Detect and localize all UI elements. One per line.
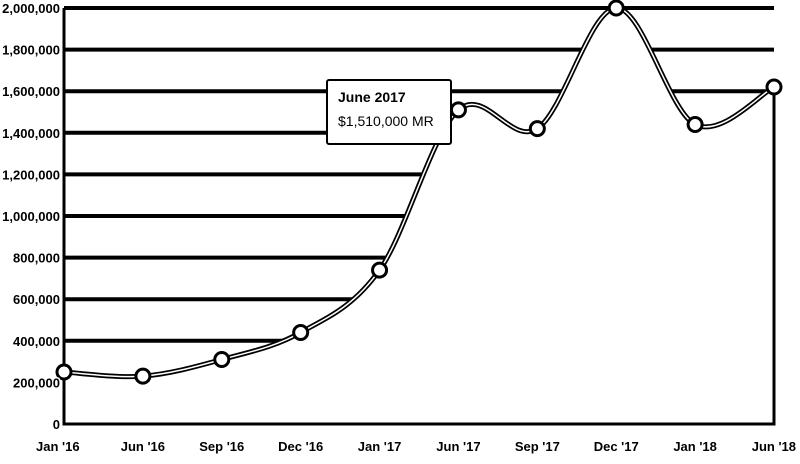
data-point[interactable] [528, 120, 546, 138]
data-point[interactable] [55, 363, 73, 381]
x-tick-label: Jan '17 [358, 439, 402, 454]
x-tick-label: Sep '16 [199, 439, 244, 454]
y-tick-label: 1,000,000 [2, 209, 60, 224]
y-tick-label: 1,800,000 [2, 43, 60, 58]
data-point[interactable] [686, 115, 704, 133]
data-points [55, 0, 783, 385]
y-tick-label: 0 [53, 417, 60, 432]
y-tick-label: 400,000 [13, 334, 60, 349]
y-tick-label: 1,600,000 [2, 84, 60, 99]
data-point[interactable] [292, 323, 310, 341]
x-tick-label: Jun '17 [436, 439, 480, 454]
x-tick-label: Dec '16 [278, 439, 323, 454]
x-tick-label: Jun '16 [121, 439, 165, 454]
y-tick-label: 1,400,000 [2, 126, 60, 141]
data-point[interactable] [607, 0, 625, 17]
x-tick-label: Dec '17 [594, 439, 639, 454]
x-tick-label: Jan '16 [36, 439, 80, 454]
x-axis-ticks: Jan '16 Jun '16 Sep '16 Dec '16 Jan '17 Jun '… [35, 438, 798, 456]
data-point[interactable] [449, 101, 467, 119]
tooltip: June 2017 $1,510,000 MR [326, 79, 452, 145]
tooltip-value: $1,510,000 MR [338, 113, 434, 129]
y-tick-label: 800,000 [13, 251, 60, 266]
y-tick-label: 2,000,000 [2, 1, 60, 16]
tooltip-title: June 2017 [338, 89, 406, 105]
data-point[interactable] [213, 351, 231, 369]
y-tick-label: 1,200,000 [2, 167, 60, 182]
y-axis-ticks: 0 200,000 400,000 600,000 800,000 1,000,000 1,… [1, 0, 62, 434]
y-tick-label: 600,000 [13, 292, 60, 307]
x-tick-label: Jun '18 [752, 439, 796, 454]
y-tick-label: 200,000 [13, 375, 60, 390]
data-point[interactable] [134, 367, 152, 385]
tooltip-box [326, 79, 452, 145]
data-point[interactable] [765, 78, 783, 96]
x-tick-label: Jan '18 [673, 439, 717, 454]
x-tick-label: Sep '17 [515, 439, 560, 454]
data-point[interactable] [371, 261, 389, 279]
